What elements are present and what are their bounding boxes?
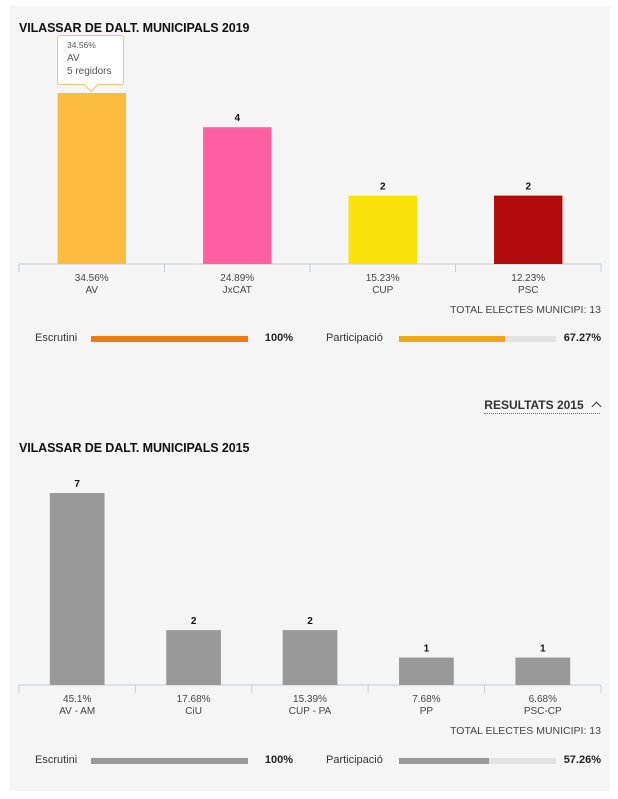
bar-jxcat xyxy=(203,127,272,264)
toggle-label: RESULTATS 2015 xyxy=(484,398,584,412)
results-2015-toggle[interactable]: RESULTATS 2015 xyxy=(484,398,602,414)
total-electes-2015: TOTAL ELECTES MUNICIPI: 13 xyxy=(450,725,601,737)
bar-category-label: PP xyxy=(420,706,434,717)
bar-value-label: 4 xyxy=(234,113,240,124)
participacio-track xyxy=(399,336,556,342)
tooltip-seats: 5 regidors xyxy=(67,66,112,77)
bar-percent-label: 15.39% xyxy=(293,694,327,705)
bar-value-label: 2 xyxy=(191,616,197,627)
bar-category-label: PSC-CP xyxy=(524,706,562,717)
participacio-track xyxy=(399,758,556,764)
bar-av xyxy=(57,93,126,264)
bar-percent-label: 24.89% xyxy=(220,273,254,284)
bar-pp xyxy=(399,657,454,685)
bar-ciu xyxy=(166,630,221,685)
bar-category-label: AV xyxy=(85,285,98,296)
participacio-fill xyxy=(399,758,489,764)
bar-category-label: AV - AM xyxy=(59,706,95,717)
bar-chart-2019: 534.56%AV424.89%JxCAT215.23%CUP212.23%PS… xyxy=(18,79,602,296)
bar-percent-label: 15.23% xyxy=(366,273,400,284)
tooltip-percent: 34.56% xyxy=(67,40,96,50)
escrutini-value: 100% xyxy=(264,332,293,344)
bar-category-label: CUP xyxy=(372,285,393,296)
escrutini-label: Escrutini xyxy=(35,754,78,766)
escrutini-fill xyxy=(91,336,248,342)
bar-percent-label: 34.56% xyxy=(75,273,109,284)
escrutini-fill xyxy=(91,758,248,764)
bar-percent-label: 7.68% xyxy=(412,694,440,705)
bar-percent-label: 17.68% xyxy=(177,694,211,705)
bar-value-label: 2 xyxy=(380,182,386,193)
escrutini-track xyxy=(91,336,248,342)
escrutini-value: 100% xyxy=(264,754,293,766)
tooltip-party: AV xyxy=(67,53,80,64)
bar-value-label: 1 xyxy=(424,644,430,655)
participacio-label: Participació xyxy=(326,332,383,344)
participacio-row-2019: Participació 67.27% xyxy=(0,329,618,349)
escrutini-row-2019: Escrutini 100% xyxy=(0,329,618,349)
bar-value-label: 7 xyxy=(74,479,80,490)
participacio-label: Participació xyxy=(326,754,383,766)
participacio-fill xyxy=(399,336,505,342)
bar-av-am xyxy=(49,493,105,685)
bar-percent-label: 12.23% xyxy=(511,273,545,284)
bar-percent-label: 6.68% xyxy=(529,694,557,705)
bar-psc-cp xyxy=(515,657,571,685)
bar-percent-label: 45.1% xyxy=(63,694,91,705)
escrutini-label: Escrutini xyxy=(35,332,78,344)
chart-title-2019: VILASSAR DE DALT. MUNICIPALS 2019 xyxy=(19,21,250,35)
bar-value-label: 2 xyxy=(525,182,531,193)
bar-cup-pa xyxy=(282,630,338,685)
participacio-row-2015: Participació 57.26% xyxy=(0,751,618,771)
bar-category-label: CUP - PA xyxy=(289,706,332,717)
bar-category-label: JxCAT xyxy=(223,285,252,296)
escrutini-row-2015: Escrutini 100% xyxy=(0,751,618,771)
bar-value-label: 1 xyxy=(540,644,546,655)
total-electes-2019: TOTAL ELECTES MUNICIPI: 13 xyxy=(450,304,601,316)
bar-cup xyxy=(348,195,417,264)
bar-category-label: PSC xyxy=(518,285,539,296)
escrutini-track xyxy=(91,758,248,764)
bar-psc xyxy=(494,195,563,264)
chart-title-2015: VILASSAR DE DALT. MUNICIPALS 2015 xyxy=(19,441,250,455)
bar-tooltip: 34.56% AV 5 regidors xyxy=(57,35,124,93)
bar-category-label: CiU xyxy=(185,706,202,717)
bar-value-label: 2 xyxy=(307,616,313,627)
participacio-value: 67.27% xyxy=(563,332,601,344)
participacio-value: 57.26% xyxy=(563,754,601,766)
